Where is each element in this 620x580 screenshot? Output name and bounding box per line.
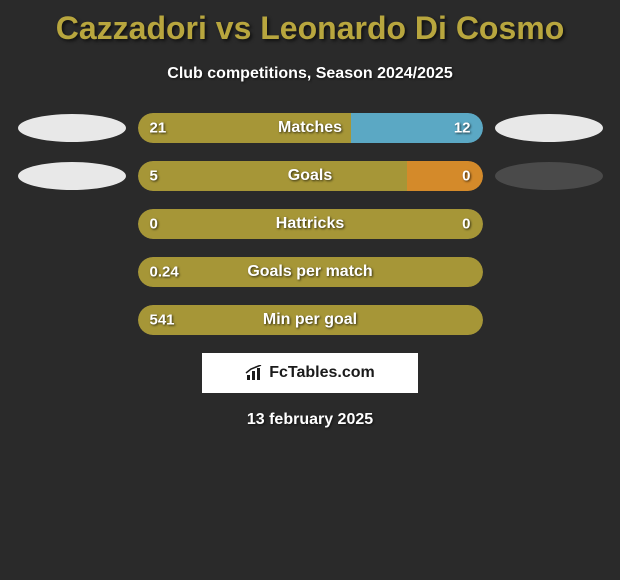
stat-value-left: 21 [150,120,167,137]
stat-row: 541 Min per goal [0,305,620,335]
stat-row: 21 Matches 12 [0,113,620,143]
stat-row: 0 Hattricks 0 [0,209,620,239]
stats-list: 21 Matches 12 5 Goals 0 0 Hattricks 0 0.24 Goals p… [0,113,620,335]
logo-text: FcTables.com [269,364,375,382]
stat-bar: 0 Hattricks 0 [138,209,483,239]
stat-value-right: 12 [454,120,471,137]
stat-label: Hattricks [276,215,344,233]
player-left-marker [18,258,126,286]
player-right-marker [495,306,603,334]
player-left-marker [18,306,126,334]
stat-label: Min per goal [263,311,357,329]
player-left-marker [18,114,126,142]
stat-bar: 0.24 Goals per match [138,257,483,287]
bar-segment-right [407,161,483,191]
logo-badge: FcTables.com [202,353,418,393]
stat-value-left: 0 [150,216,158,233]
stat-bar: 5 Goals 0 [138,161,483,191]
stat-row: 5 Goals 0 [0,161,620,191]
player-right-marker [495,162,603,190]
subtitle: Club competitions, Season 2024/2025 [0,65,620,83]
stat-label: Matches [278,119,342,137]
bar-segment-left [138,161,407,191]
date-label: 13 february 2025 [0,411,620,429]
player-right-marker [495,210,603,238]
stat-label: Goals [288,167,332,185]
page-title: Cazzadori vs Leonardo Di Cosmo [0,10,620,47]
stat-value-left: 5 [150,168,158,185]
stat-value-right: 0 [462,216,470,233]
stat-value-left: 0.24 [150,264,179,281]
stat-bar: 541 Min per goal [138,305,483,335]
stat-bar: 21 Matches 12 [138,113,483,143]
player-left-marker [18,210,126,238]
stat-value-left: 541 [150,312,175,329]
stat-row: 0.24 Goals per match [0,257,620,287]
chart-icon [245,365,265,381]
player-left-marker [18,162,126,190]
player-right-marker [495,114,603,142]
stat-label: Goals per match [247,263,372,281]
stat-value-right: 0 [462,168,470,185]
player-right-marker [495,258,603,286]
stats-infographic: Cazzadori vs Leonardo Di Cosmo Club comp… [0,0,620,439]
